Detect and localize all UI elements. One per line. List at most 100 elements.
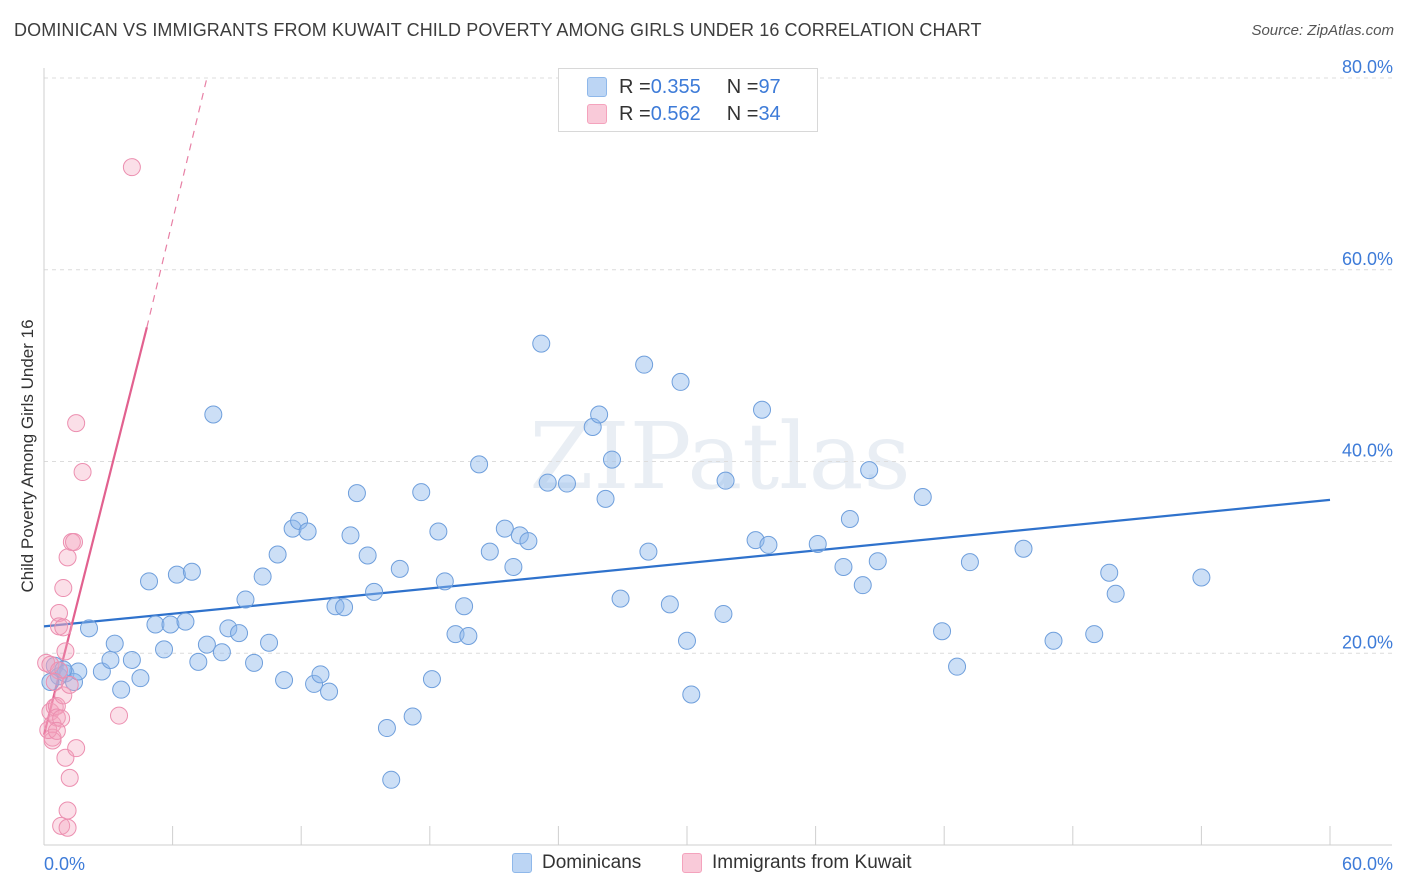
x-tick-label: 0.0% — [44, 854, 85, 874]
dominicans-point — [131, 669, 150, 688]
dominicans-point — [716, 471, 735, 490]
dominicans-point — [275, 671, 294, 690]
dominicans-point — [853, 576, 872, 595]
kuwait-point — [58, 818, 77, 837]
x-tick-label: 60.0% — [1342, 854, 1393, 874]
kuwait-trend-extension — [146, 77, 208, 328]
dominicans-point — [834, 557, 853, 576]
dominicans-point — [245, 653, 264, 672]
dominicans-point — [112, 680, 131, 699]
dominicans-point — [80, 619, 99, 638]
chart-title: DOMINICAN VS IMMIGRANTS FROM KUWAIT CHIL… — [14, 20, 982, 40]
legend-n-label: N = — [726, 75, 759, 98]
kuwait-point — [65, 533, 84, 552]
dominicans-point — [236, 590, 255, 609]
watermark: ZIPatlas — [529, 403, 910, 510]
dominicans-point — [510, 526, 529, 545]
dominicans-point — [182, 562, 201, 581]
dominicans-point — [1106, 584, 1125, 603]
dominicans-point — [189, 652, 208, 671]
dominicans-point — [948, 657, 967, 676]
dominicans-point — [204, 405, 223, 424]
y-tick-label: 60.0% — [1342, 249, 1393, 269]
y-tick-label: 20.0% — [1342, 632, 1393, 652]
dominicans-point — [1014, 539, 1033, 558]
dominicans-point — [840, 510, 859, 529]
dominicans-point — [365, 582, 384, 601]
dominicans-point — [101, 650, 120, 669]
dominicans-point — [311, 665, 330, 684]
dominicans-point — [146, 615, 165, 634]
dominicans-point — [390, 559, 409, 578]
kuwait-point — [41, 655, 60, 674]
legend-r-value: 0.562 — [650, 102, 701, 125]
dominicans-point — [678, 631, 696, 650]
data-points — [37, 158, 1211, 837]
series-label-kuwait: Immigrants from Kuwait — [712, 852, 912, 873]
kuwait-point — [47, 721, 66, 740]
dominicans-point — [868, 552, 887, 571]
legend-n-value: 34 — [758, 102, 781, 125]
kuwait-point — [58, 801, 77, 820]
dominicans-point — [455, 597, 474, 616]
dominicans-trend-line — [43, 498, 1331, 628]
dominicans-point — [671, 372, 690, 391]
dominicans-point — [429, 522, 448, 541]
dominicans-point — [341, 526, 360, 545]
dominicans-point — [358, 546, 377, 565]
legend-r-value: 0.355 — [650, 75, 701, 98]
legend-r-label: R = — [619, 102, 651, 125]
legend-row-kuwait: R = 0.562 N = 34 — [587, 103, 781, 125]
dominicans-point — [933, 622, 952, 641]
legend-swatch-blue — [587, 77, 607, 97]
dominicans-point — [1100, 563, 1119, 582]
dominicans-point — [538, 473, 557, 492]
dominicans-point — [422, 670, 441, 689]
dominicans-point — [335, 598, 354, 617]
dominicans-point — [1085, 625, 1104, 644]
dominicans-point — [167, 565, 186, 584]
dominicans-point — [347, 484, 366, 503]
kuwait-point — [122, 158, 141, 177]
dominicans-point — [611, 589, 630, 608]
dominicans-point — [532, 334, 551, 353]
series-swatch-blue — [512, 853, 532, 873]
y-tick-label: 40.0% — [1342, 441, 1393, 461]
dominicans-point — [470, 455, 489, 474]
legend-n-value: 97 — [758, 75, 781, 98]
series-legend: Dominicans Immigrants from Kuwait — [0, 852, 1406, 876]
legend-swatch-pink — [587, 104, 607, 124]
kuwait-point — [58, 548, 77, 567]
dominicans-point — [298, 522, 317, 541]
grid-lines — [44, 77, 1392, 654]
dominicans-point — [155, 640, 174, 659]
dominicans-point — [1044, 631, 1063, 650]
dominicans-point — [268, 545, 287, 564]
kuwait-point — [67, 414, 86, 433]
kuwait-point — [54, 579, 73, 598]
tick-labels: 20.0% 40.0% 60.0% 80.0% 0.0% 60.0% — [44, 57, 1393, 874]
dominicans-point — [412, 483, 431, 502]
dominicans-point — [504, 557, 523, 576]
dominicans-point — [105, 634, 124, 653]
dominicans-point — [753, 400, 772, 419]
dominicans-point — [808, 534, 827, 553]
dominicans-point — [122, 650, 141, 669]
kuwait-point — [52, 816, 71, 835]
dominicans-point — [596, 489, 615, 508]
kuwait-point — [54, 686, 73, 705]
dominicans-point — [913, 487, 932, 506]
dominicans-point — [590, 405, 609, 424]
dominicans-point — [320, 682, 339, 701]
dominicans-point — [480, 542, 499, 561]
correlation-legend: R = 0.355 N = 97 R = 0.562 N = 34 — [558, 68, 818, 132]
y-tick-label: 80.0% — [1342, 57, 1393, 77]
dominicans-point — [639, 542, 658, 561]
dominicans-point — [602, 450, 621, 469]
dominicans-point — [1192, 568, 1211, 587]
dominicans-point — [519, 532, 538, 551]
dominicans-point — [960, 553, 979, 572]
kuwait-point — [45, 673, 64, 692]
dominicans-point — [176, 612, 195, 631]
